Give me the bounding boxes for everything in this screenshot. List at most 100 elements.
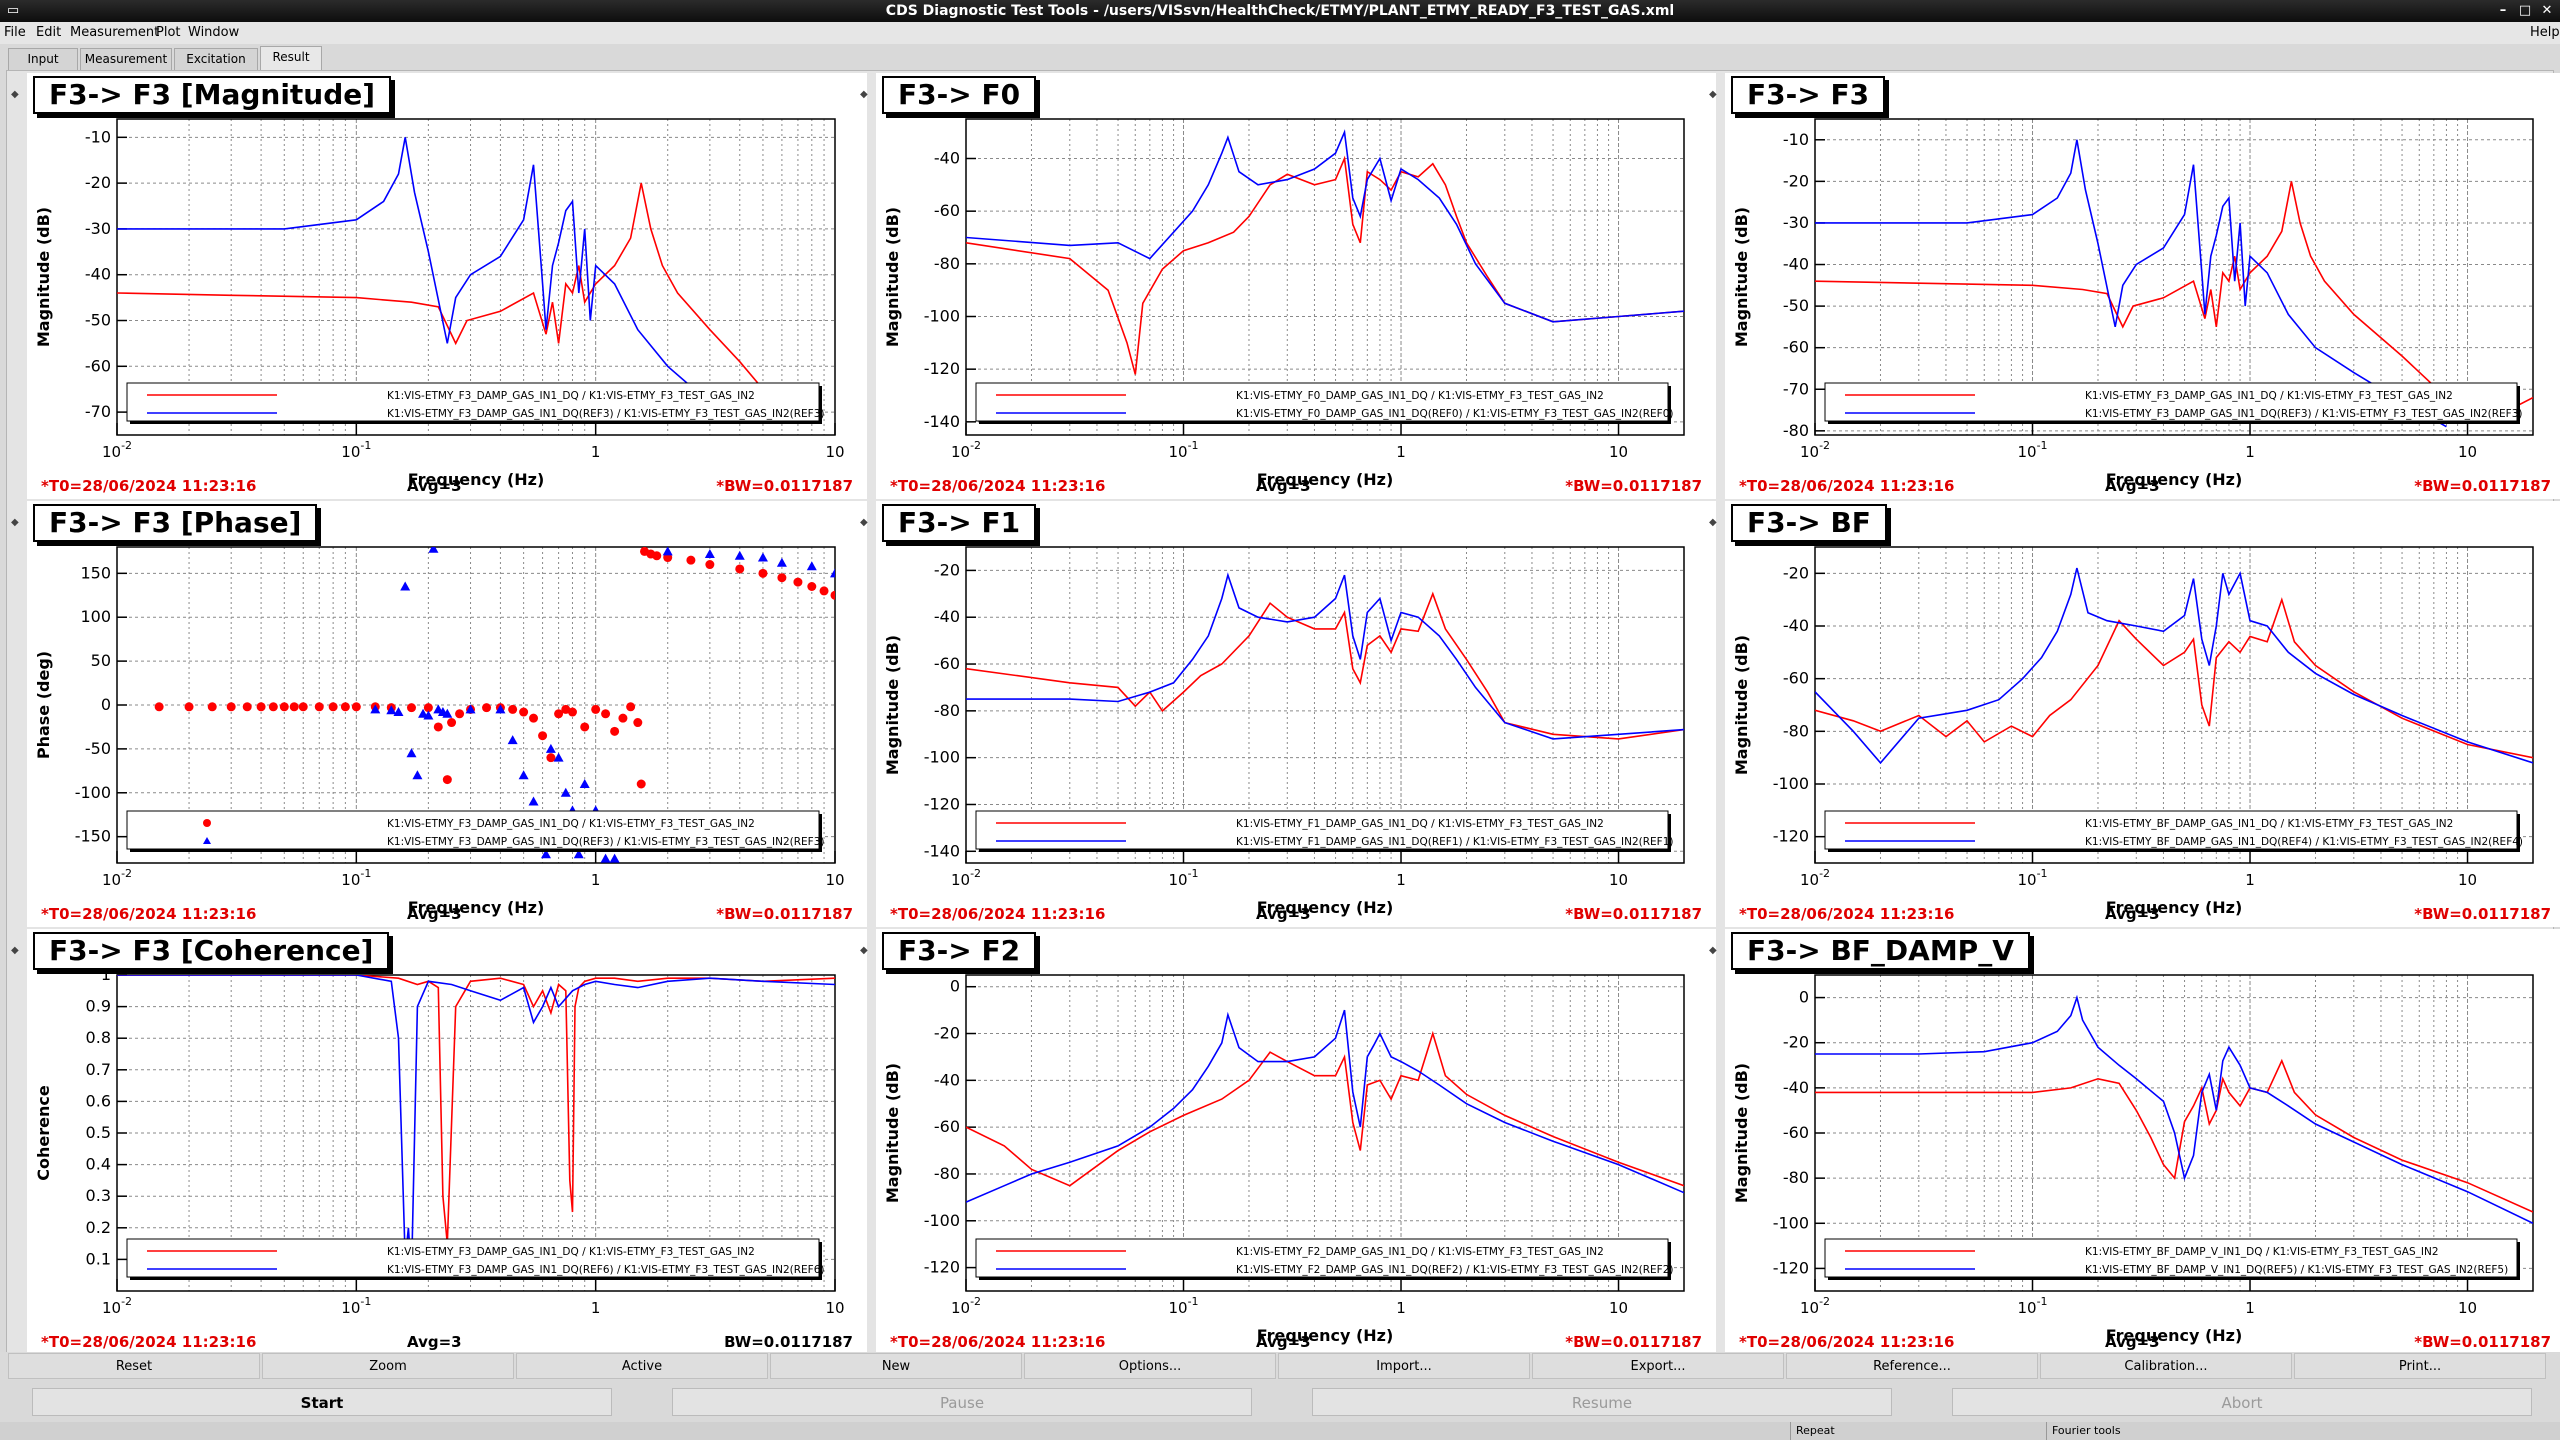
pause-button[interactable]: Pause bbox=[672, 1388, 1252, 1416]
reset-button[interactable]: Reset bbox=[8, 1353, 260, 1379]
plot-svg[interactable]: -40 -60 -80 -100 -120 -140 10-2 10-1 1 10 Frequenc… bbox=[876, 73, 1716, 499]
data-point bbox=[207, 702, 217, 712]
x-tick-label: 10 bbox=[825, 871, 844, 889]
menu-edit[interactable]: Edit bbox=[36, 25, 62, 40]
series-line-blue bbox=[117, 137, 711, 404]
start-button[interactable]: Start bbox=[32, 1388, 612, 1416]
status-fourier: Fourier tools bbox=[2052, 1424, 2121, 1437]
zoom-button[interactable]: Zoom bbox=[262, 1353, 514, 1379]
bandwidth-label: *BW=0.0117187 bbox=[716, 905, 853, 923]
tab-excitation[interactable]: Excitation bbox=[174, 48, 258, 70]
active-button[interactable]: Active bbox=[516, 1353, 768, 1379]
import-button[interactable]: Import... bbox=[1278, 1353, 1530, 1379]
legend-entry: K1:VIS-ETMY_F2_DAMP_GAS_IN1_DQ / K1:VIS-… bbox=[1236, 1246, 1604, 1258]
legend bbox=[126, 810, 820, 850]
plot-svg[interactable]: 150 100 50 0 -50 -100 -150 10-2 10-1 1 10 Frequency… bbox=[27, 501, 867, 927]
y-tick-label: -20 bbox=[85, 173, 111, 192]
data-point bbox=[819, 586, 829, 596]
resume-button[interactable]: Resume bbox=[1312, 1388, 1892, 1416]
options-button[interactable]: Options... bbox=[1024, 1353, 1276, 1379]
y-tick-label: -10 bbox=[1783, 130, 1809, 149]
panel-select-icon[interactable]: ◆ bbox=[860, 517, 868, 528]
x-tick-label: 1 bbox=[1396, 1299, 1406, 1317]
y-tick-label: -60 bbox=[934, 1117, 960, 1136]
plot-panel-p7[interactable]: ◆ 0.1 0.2 0.3 0.4 0.5 0.6 0.7 0.8 0.9 1 10-2 10-1 1 10… bbox=[11, 929, 867, 1355]
plot-panel-p3[interactable]: ◆ -10 -20 -30 -40 -50 -60 -70 -80 10-2 10-1 1 10 Freq… bbox=[1709, 73, 2560, 499]
panel-select-icon[interactable]: ◆ bbox=[860, 89, 868, 100]
plot-panel-p8[interactable]: ◆ 0 -20 -40 -60 -80 -100 -120 10-2 10-1 1 10 Frequen… bbox=[860, 929, 1716, 1355]
menu-file[interactable]: File bbox=[4, 25, 26, 40]
data-point bbox=[704, 549, 715, 559]
new-button[interactable]: New bbox=[770, 1353, 1022, 1379]
panel-select-icon[interactable]: ◆ bbox=[860, 945, 868, 956]
print-button[interactable]: Print... bbox=[2294, 1353, 2546, 1379]
y-tick-label: -80 bbox=[934, 701, 960, 720]
window-menu-icon[interactable]: ▭ bbox=[6, 3, 20, 18]
plot-panel-p5[interactable]: ◆ -20 -40 -60 -80 -100 -120 -140 10-2 10-1 1 10 Freq… bbox=[860, 501, 1716, 927]
y-tick-label: 50 bbox=[91, 651, 111, 670]
plot-svg[interactable]: 0 -20 -40 -60 -80 -100 -120 10-2 10-1 1 10 Frequenc… bbox=[876, 929, 1716, 1355]
x-tick-label: 1 bbox=[2245, 443, 2255, 461]
start-time-label: *T0=28/06/2024 11:23:16 bbox=[1739, 1333, 1955, 1351]
plot-svg[interactable]: -20 -40 -60 -80 -100 -120 -140 10-2 10-1 1 10 Frequ… bbox=[876, 501, 1716, 927]
plot-panel-p1[interactable]: ◆ -10 -20 -30 -40 -50 -60 -70 10-2 10-1 1 10 Frequen… bbox=[11, 73, 867, 499]
menu-measurement[interactable]: Measurement bbox=[70, 25, 160, 40]
data-point bbox=[268, 702, 278, 712]
data-point bbox=[662, 547, 673, 556]
reference-button[interactable]: Reference... bbox=[1786, 1353, 2038, 1379]
series-line-red bbox=[1815, 181, 2533, 424]
close-icon[interactable]: ✕ bbox=[2541, 3, 2553, 18]
plot-panel-p4[interactable]: ◆ 150 100 50 0 -50 -100 -150 10-2 10-1 1 10 Frequenc… bbox=[11, 501, 867, 927]
legend-entry: K1:VIS-ETMY_F3_DAMP_GAS_IN1_DQ / K1:VIS-… bbox=[387, 1246, 755, 1258]
tab-input[interactable]: Input bbox=[8, 48, 78, 70]
plot-panel-p9[interactable]: ◆ 0 -20 -40 -60 -80 -100 -120 10-2 10-1 1 10 Frequen… bbox=[1709, 929, 2560, 1355]
legend bbox=[126, 1238, 820, 1278]
x-tick-label: 1 bbox=[2245, 1299, 2255, 1317]
data-point bbox=[529, 713, 539, 723]
plot-svg[interactable]: -10 -20 -30 -40 -50 -60 -70 10-2 10-1 1 10 Frequenc… bbox=[27, 73, 867, 499]
y-tick-label: -30 bbox=[1783, 213, 1809, 232]
menu-window[interactable]: Window bbox=[188, 25, 240, 40]
panel-select-icon[interactable]: ◆ bbox=[11, 89, 19, 100]
tab-result[interactable]: Result bbox=[260, 46, 322, 70]
x-axis-label: Frequency (Hz) bbox=[1257, 898, 1394, 917]
x-axis-label: Frequency (Hz) bbox=[2106, 1326, 2243, 1345]
plot-svg[interactable]: -20 -40 -60 -80 -100 -120 10-2 10-1 1 10 Frequency… bbox=[1725, 501, 2560, 927]
panel-select-icon[interactable]: ◆ bbox=[1709, 945, 1717, 956]
plot-panel-p2[interactable]: ◆ -40 -60 -80 -100 -120 -140 10-2 10-1 1 10 Frequen… bbox=[860, 73, 1716, 499]
y-tick-label: -80 bbox=[934, 1164, 960, 1183]
data-point bbox=[519, 707, 529, 717]
plot-svg[interactable]: 0 -20 -40 -60 -80 -100 -120 10-2 10-1 1 10 Frequenc… bbox=[1725, 929, 2560, 1355]
y-tick-label: -20 bbox=[1783, 171, 1809, 190]
bandwidth-label: *BW=0.0117187 bbox=[1565, 905, 1702, 923]
data-point bbox=[553, 752, 564, 762]
panel-select-icon[interactable]: ◆ bbox=[1709, 517, 1717, 528]
y-tick-label: -80 bbox=[1783, 1168, 1809, 1187]
tab-measurement[interactable]: Measurement bbox=[80, 48, 172, 70]
legend-entry: K1:VIS-ETMY_F3_DAMP_GAS_IN1_DQ(REF3) / K… bbox=[2085, 408, 2523, 420]
data-point bbox=[686, 555, 696, 565]
y-tick-label: -20 bbox=[934, 1024, 960, 1043]
calibration-button[interactable]: Calibration... bbox=[2040, 1353, 2292, 1379]
data-point bbox=[546, 753, 556, 763]
y-tick-label: 0.5 bbox=[86, 1123, 111, 1142]
data-point bbox=[447, 718, 457, 728]
panel-select-icon[interactable]: ◆ bbox=[1709, 89, 1717, 100]
abort-button[interactable]: Abort bbox=[1952, 1388, 2532, 1416]
legend-entry: K1:VIS-ETMY_F3_DAMP_GAS_IN1_DQ / K1:VIS-… bbox=[387, 390, 755, 402]
maximize-icon[interactable]: □ bbox=[2518, 3, 2532, 18]
plot-panel-p6[interactable]: ◆ -20 -40 -60 -80 -100 -120 10-2 10-1 1 10 Frequenc… bbox=[1709, 501, 2560, 927]
panel-select-icon[interactable]: ◆ bbox=[11, 517, 19, 528]
y-tick-label: -100 bbox=[1773, 1213, 1809, 1232]
plot-title: F3-> F0 bbox=[882, 76, 1037, 114]
plot-svg[interactable]: 0.1 0.2 0.3 0.4 0.5 0.6 0.7 0.8 0.9 1 10-2 10-1 1 10 C… bbox=[27, 929, 867, 1355]
panel-select-icon[interactable]: ◆ bbox=[11, 945, 19, 956]
export-button[interactable]: Export... bbox=[1532, 1353, 1784, 1379]
minimize-icon[interactable]: – bbox=[2499, 3, 2507, 18]
menu-plot[interactable]: Plot bbox=[156, 25, 181, 40]
data-point bbox=[600, 853, 611, 863]
menu-help[interactable]: Help bbox=[2530, 25, 2560, 40]
y-tick-label: -50 bbox=[85, 311, 111, 330]
status-repeat: Repeat bbox=[1796, 1424, 1835, 1437]
